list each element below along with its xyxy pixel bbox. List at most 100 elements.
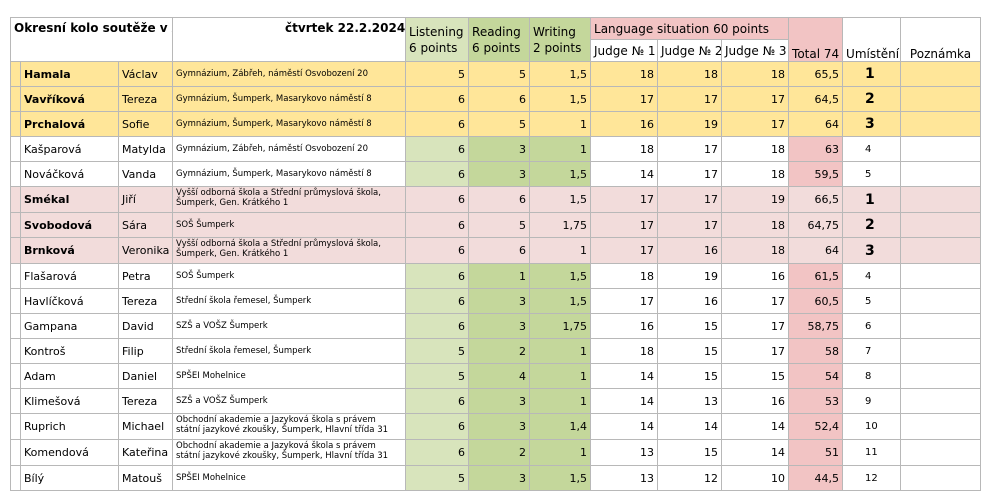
value-cell: 64,75 xyxy=(788,212,844,238)
value-cell: 13 xyxy=(590,439,659,466)
text-cell: Havlíčková xyxy=(20,288,119,314)
value-cell: 18 xyxy=(721,212,790,238)
value-cell: 1,75 xyxy=(529,212,592,238)
cell xyxy=(10,313,21,339)
label: Listening xyxy=(409,24,464,39)
total-header: Total 74 xyxy=(788,17,844,62)
value-cell: 1 xyxy=(842,61,902,87)
text-cell: Sára xyxy=(117,212,174,238)
value-cell: 3 xyxy=(842,237,902,264)
value-cell: 2 xyxy=(842,86,902,112)
value-cell: 58,75 xyxy=(788,313,844,339)
note-cell xyxy=(900,237,982,264)
text-cell: Smékal xyxy=(20,186,119,213)
value-cell: 14 xyxy=(590,388,659,414)
text-cell: Flašarová xyxy=(20,263,119,289)
value-cell: 52,4 xyxy=(788,413,844,440)
value-cell: 18 xyxy=(721,161,790,187)
header-row: Okresní kolo soutěže v ANJ 2024 čtvrtek … xyxy=(9,17,982,62)
value-cell: 7 xyxy=(842,338,902,364)
value-cell: 66,5 xyxy=(788,186,844,213)
value-cell: 14 xyxy=(657,413,723,440)
row: Kontroš Filip Střední škola řemesel, Šumpe… xyxy=(10,338,982,364)
cell xyxy=(10,212,21,238)
row: Kašparová Matylda Gymnázium, Zábřeh, náměs… xyxy=(10,136,982,162)
value-cell: 17 xyxy=(657,161,723,187)
value-cell: 3 xyxy=(468,136,531,162)
value-cell: 1 xyxy=(842,186,902,213)
value-cell: 18 xyxy=(590,136,659,162)
value-cell: 44,5 xyxy=(788,465,844,491)
text-cell: Gymnázium, Šumperk, Masarykovo náměstí 8 xyxy=(172,161,407,187)
cell xyxy=(10,111,21,137)
value-cell: 18 xyxy=(721,136,790,162)
row: Flašarová Petra SOŠ Šumperk 6 1 1,5 18 19 16 61,5… xyxy=(10,263,982,289)
value-cell: 64,5 xyxy=(788,86,844,112)
value-cell: 6 xyxy=(405,161,470,187)
language-header: Language situation 60 points xyxy=(590,17,790,40)
note-cell xyxy=(900,439,982,466)
text-cell: Komendová xyxy=(20,439,119,466)
value-cell: 1,75 xyxy=(529,313,592,339)
value-cell: 1,5 xyxy=(529,61,592,87)
value-cell: 15 xyxy=(657,338,723,364)
value-cell: 5 xyxy=(468,212,531,238)
row: Adam Daniel SPŠEI Mohelnice 5 4 1 14 15 15 54 8 xyxy=(10,363,982,389)
cell xyxy=(10,413,21,440)
listening-header: Listening 6 points xyxy=(405,17,470,62)
value-cell: 4 xyxy=(842,136,902,162)
value-cell: 6 xyxy=(468,86,531,112)
text-cell: David xyxy=(117,313,174,339)
label: 2 points xyxy=(533,40,582,55)
note-cell xyxy=(900,313,982,339)
value-cell: 16 xyxy=(721,263,790,289)
value-cell: 17 xyxy=(590,237,659,264)
value-cell: 6 xyxy=(842,313,902,339)
note-cell xyxy=(900,288,982,314)
label: Writing xyxy=(533,24,576,39)
value-cell: 17 xyxy=(657,136,723,162)
text-cell: Střední škola řemesel, Šumperk xyxy=(172,288,407,314)
row: Brnková Veronika Vyšší odborná škola a Stř… xyxy=(10,237,982,264)
value-cell: 17 xyxy=(721,288,790,314)
value-cell: 1 xyxy=(468,263,531,289)
note-cell xyxy=(900,413,982,440)
note-cell xyxy=(900,465,982,491)
value-cell: 1,4 xyxy=(529,413,592,440)
text-cell: Střední škola řemesel, Šumperk xyxy=(172,338,407,364)
text-cell: SZŠ a VOŠZ Šumperk xyxy=(172,313,407,339)
value-cell: 6 xyxy=(405,263,470,289)
value-cell: 14 xyxy=(590,413,659,440)
value-cell: 3 xyxy=(468,313,531,339)
row: Bílý Matouš SPŠEI Mohelnice 5 3 1,5 13 12 10 44,5… xyxy=(10,465,982,491)
value-cell: 2 xyxy=(842,212,902,238)
date: čtvrtek 22.2.2024 xyxy=(172,17,407,62)
value-cell: 15 xyxy=(721,363,790,389)
value-cell: 15 xyxy=(657,313,723,339)
text-cell: Hamala xyxy=(20,61,119,87)
value-cell: 1,5 xyxy=(529,86,592,112)
value-cell: 6 xyxy=(405,439,470,466)
value-cell: 14 xyxy=(590,363,659,389)
value-cell: 51 xyxy=(788,439,844,466)
note-cell xyxy=(900,86,982,112)
value-cell: 2 xyxy=(468,439,531,466)
value-cell: 1,5 xyxy=(529,263,592,289)
value-cell: 8 xyxy=(842,363,902,389)
value-cell: 16 xyxy=(657,288,723,314)
text-cell: Václav xyxy=(117,61,174,87)
row: Svobodová Sára SOŠ Šumperk 6 5 1,75 17 17 18 64,7… xyxy=(10,212,982,238)
value-cell: 3 xyxy=(468,288,531,314)
row: Havlíčková Tereza Střední škola řemesel, Š… xyxy=(10,288,982,314)
value-cell: 17 xyxy=(657,212,723,238)
value-cell: 53 xyxy=(788,388,844,414)
cell xyxy=(10,263,21,289)
value-cell: 61,5 xyxy=(788,263,844,289)
value-cell: 10 xyxy=(842,413,902,440)
text-cell: Daniel xyxy=(117,363,174,389)
note-cell xyxy=(900,338,982,364)
text-cell: Tereza xyxy=(117,86,174,112)
cell xyxy=(10,86,21,112)
text-cell: Kašparová xyxy=(20,136,119,162)
value-cell: 16 xyxy=(657,237,723,264)
